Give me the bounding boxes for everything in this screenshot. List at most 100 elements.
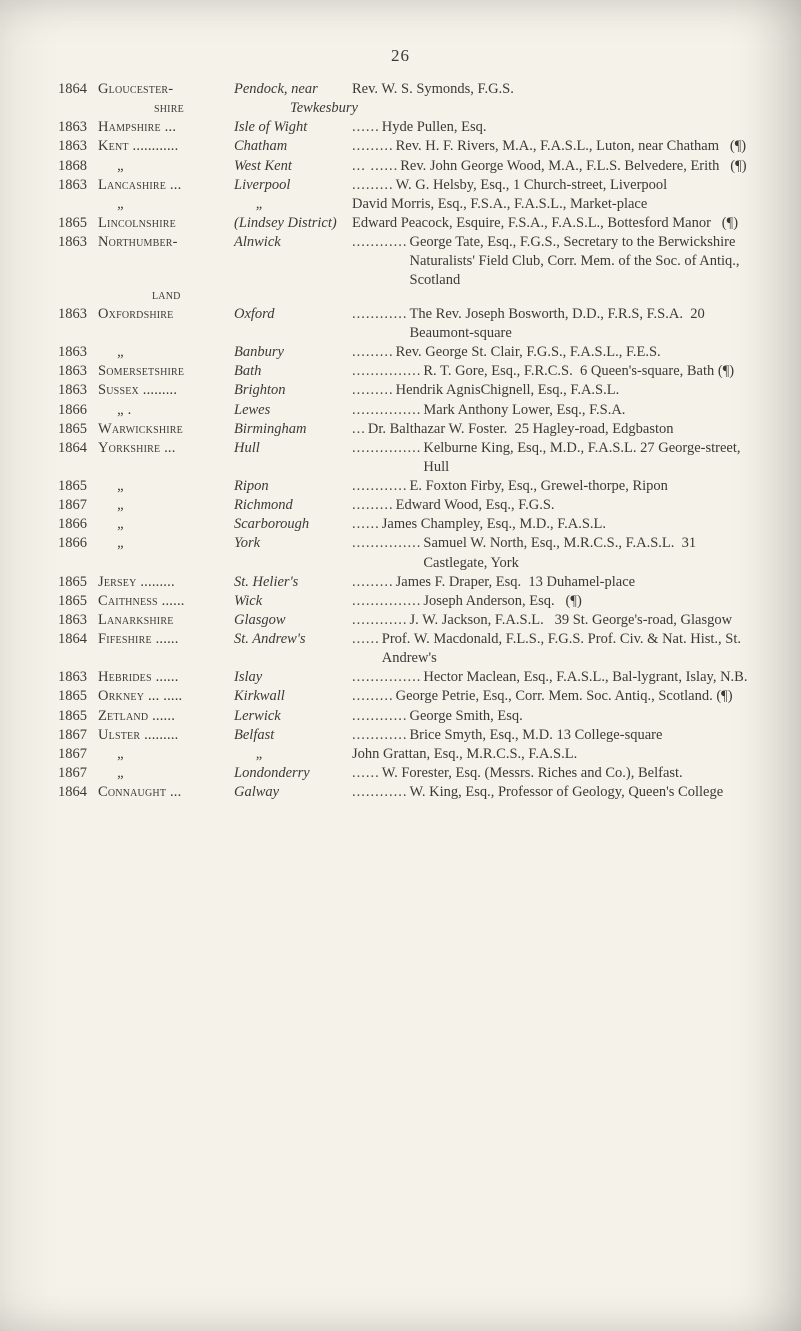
county: Warwickshire	[98, 420, 234, 439]
place: Tewkesbury	[290, 99, 408, 118]
person: James Champley, Esq., M.D., F.A.S.L.	[382, 515, 749, 534]
place: Isle of Wight	[234, 118, 352, 137]
entry-row: 1865 „Ripon............E. Foxton Firby, …	[52, 477, 749, 496]
leader-dots: ...	[352, 420, 368, 439]
place: „	[234, 195, 352, 214]
entry-row: 1867 „Richmond.........Edward Wood, Esq.…	[52, 496, 749, 515]
person: Hyde Pullen, Esq.	[382, 118, 749, 137]
entry-row: 1863OxfordshireOxford............The Rev…	[52, 305, 749, 343]
year: 1867	[58, 496, 98, 515]
county: „	[98, 343, 234, 362]
entry-row: 1867Ulster .........Belfast............B…	[52, 726, 749, 745]
entry-row: 1865Jersey .........St. Helier's........…	[52, 573, 749, 592]
year: 1867	[58, 764, 98, 783]
year: 1865	[58, 707, 98, 726]
leader-dots: .........	[144, 727, 178, 743]
directory-listing: 1864Gloucester-Pendock, nearRev. W. S. S…	[52, 80, 749, 802]
county: Ulster .........	[98, 726, 234, 745]
county: Somersetshire	[98, 362, 234, 381]
entry-row: 1863Sussex .........Brighton.........Hen…	[52, 381, 749, 400]
year: 1865	[58, 477, 98, 496]
leader-dots: ...............	[352, 401, 423, 420]
place: Ripon	[234, 477, 352, 496]
entry-row: 1864Gloucester-Pendock, nearRev. W. S. S…	[52, 80, 749, 99]
entry-row: 1863Lancashire ...Liverpool.........W. G…	[52, 176, 749, 195]
year: 1863	[58, 668, 98, 687]
year: 1865	[58, 573, 98, 592]
person: James F. Draper, Esq. 13 Duhamel-place	[396, 573, 749, 592]
entry-row: 1863Northumber-Alnwick............George…	[52, 233, 749, 290]
leader-dots: ... ......	[352, 157, 400, 176]
place: (Lindsey District)	[234, 214, 352, 233]
entry-row: 1863 „Banbury.........Rev. George St. Cl…	[52, 343, 749, 362]
place: Birmingham	[234, 420, 352, 439]
leader-dots: ...............	[352, 534, 423, 553]
person: David Morris, Esq., F.S.A., F.A.S.L., Ma…	[352, 195, 749, 214]
person: R. T. Gore, Esq., F.R.C.S. 6 Queen's-squ…	[423, 362, 749, 381]
place: Richmond	[234, 496, 352, 515]
entry-row: 1863Hebrides ......Islay...............H…	[52, 668, 749, 687]
leader-dots: ............	[352, 611, 410, 630]
county: Northumber-	[98, 233, 234, 252]
place: Kirkwall	[234, 687, 352, 706]
person: John Grattan, Esq., M.R.C.S., F.A.S.L.	[352, 745, 749, 764]
place: West Kent	[234, 157, 352, 176]
person: Rev. H. F. Rivers, M.A., F.A.S.L., Luton…	[396, 137, 749, 156]
scanned-page: 26 1864Gloucester-Pendock, nearRev. W. S…	[0, 0, 801, 1331]
year: 1865	[58, 687, 98, 706]
leader-dots: ......	[156, 669, 179, 685]
leader-dots: .........	[143, 382, 177, 398]
leader-dots: ......	[352, 515, 382, 534]
place: Chatham	[234, 137, 352, 156]
person: Mark Anthony Lower, Esq., F.S.A.	[423, 401, 749, 420]
person: The Rev. Joseph Bosworth, D.D., F.R.S, F…	[410, 305, 750, 343]
place: Scarborough	[234, 515, 352, 534]
county: „	[98, 764, 234, 783]
person: George Tate, Esq., F.G.S., Secretary to …	[410, 233, 750, 290]
person: J. W. Jackson, F.A.S.L. 39 St. George's-…	[410, 611, 750, 630]
leader-dots: .........	[352, 176, 396, 195]
leader-dots: ...	[164, 440, 175, 456]
place: Bath	[234, 362, 352, 381]
leader-dots: ............	[352, 233, 410, 252]
year: 1866	[58, 534, 98, 553]
leader-dots: ............	[352, 783, 410, 802]
entry-row-continuation: shireTewkesbury	[52, 99, 749, 118]
year: 1867	[58, 726, 98, 745]
entry-row: 1863Hampshire ...Isle of Wight......Hyde…	[52, 118, 749, 137]
place: Lewes	[234, 401, 352, 420]
entry-row: 1864Yorkshire ...Hull...............Kelb…	[52, 439, 749, 477]
county-sub: shire	[98, 99, 290, 118]
place: St. Andrew's	[234, 630, 352, 649]
year: 1865	[58, 420, 98, 439]
year: 1863	[58, 343, 98, 362]
leader-dots: ......	[162, 593, 185, 609]
person: Rev. George St. Clair, F.G.S., F.A.S.L.,…	[396, 343, 749, 362]
leader-dots: .........	[352, 496, 396, 515]
text-block: 26 1864Gloucester-Pendock, nearRev. W. S…	[52, 40, 749, 1291]
person: Joseph Anderson, Esq. (¶)	[423, 592, 749, 611]
leader-dots: .........	[352, 343, 396, 362]
leader-dots: ............	[133, 138, 179, 154]
leader-dots: .........	[352, 137, 396, 156]
leader-dots: ... .....	[148, 688, 182, 704]
county: „	[98, 745, 234, 764]
year: 1863	[58, 233, 98, 252]
county: Jersey .........	[98, 573, 234, 592]
leader-dots: .........	[140, 574, 174, 590]
year: 1865	[58, 592, 98, 611]
year: 1863	[58, 118, 98, 137]
entry-row: 1866 „Scarborough......James Champley, E…	[52, 515, 749, 534]
county: Hebrides ......	[98, 668, 234, 687]
place: Hull	[234, 439, 352, 458]
place: Banbury	[234, 343, 352, 362]
county: Yorkshire ...	[98, 439, 234, 458]
place: Wick	[234, 592, 352, 611]
year: 1865	[58, 214, 98, 233]
entry-row: 1866 „ .Lewes...............Mark Anthony…	[52, 401, 749, 420]
year: 1866	[58, 515, 98, 534]
person: Kelburne King, Esq., M.D., F.A.S.L. 27 G…	[423, 439, 749, 477]
entry-row: 1865Lincolnshire(Lindsey District)Edward…	[52, 214, 749, 233]
person: W. G. Helsby, Esq., 1 Church-street, Liv…	[396, 176, 749, 195]
county: „	[98, 534, 234, 553]
